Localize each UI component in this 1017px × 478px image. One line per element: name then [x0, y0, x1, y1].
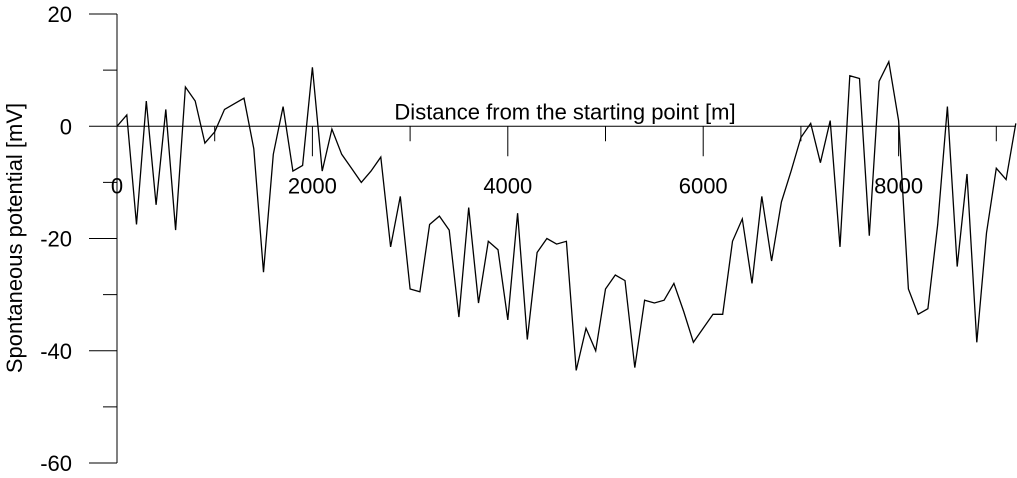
y-tick-label: -40 — [40, 339, 72, 364]
x-axis-title: Distance from the starting point [m] — [394, 99, 735, 124]
y-ticks — [89, 13, 117, 464]
x-ticks — [116, 126, 997, 157]
x-tick-label: 8000 — [874, 173, 923, 198]
y-tick-label: -60 — [40, 451, 72, 476]
series-group — [116, 59, 1017, 371]
x-tick-label: 4000 — [483, 173, 532, 198]
y-axis: 20 0 -20 -40 -60 — [40, 2, 118, 476]
y-axis-title: Spontaneous potential [mV] — [2, 103, 27, 373]
y-tick-label: -20 — [40, 227, 72, 252]
x-tick-labels: 0 2000 4000 6000 8000 — [111, 173, 923, 198]
x-axis: 0 2000 4000 6000 8000 — [111, 125, 1016, 198]
x-tick-label: 2000 — [288, 173, 337, 198]
y-tick-labels: 20 0 -20 -40 -60 — [40, 2, 72, 476]
x-tick-label: 6000 — [679, 173, 728, 198]
y-tick-label: 20 — [48, 2, 72, 27]
y-tick-label: 0 — [60, 114, 72, 139]
series-line — [116, 59, 1017, 371]
x-tick-label: 0 — [111, 173, 123, 198]
